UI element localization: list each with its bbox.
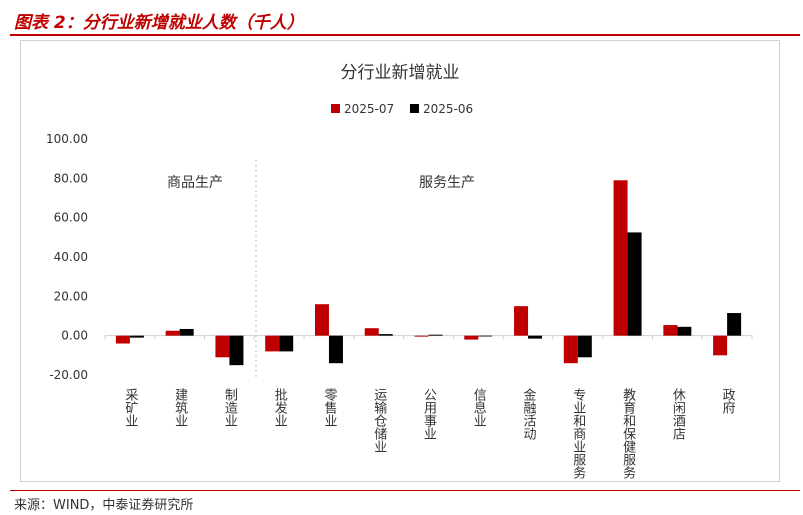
bar-2025-07-专业和商业服务 [563,335,578,364]
x-tick-label: 休闲酒店 [670,388,686,440]
bar-2025-07-信息业 [464,335,479,340]
title-rule [10,34,800,36]
bar-2025-07-运输仓储业 [364,328,379,336]
bar-2025-07-休闲酒店 [663,325,678,336]
bar-2025-07-批发业 [265,335,280,352]
bar-2025-07-教育和保健服务 [613,180,628,336]
bar-2025-06-建筑业 [179,328,194,336]
x-tick-label: 制造业 [222,388,238,427]
x-tick-label: 批发业 [272,388,288,427]
x-tick-label: 运输仓储业 [371,388,387,453]
source-rule [10,490,800,491]
bar-2025-06-休闲酒店 [677,326,692,336]
bar-2025-06-教育和保健服务 [627,232,642,336]
legend-label-2025-07: 2025-07 [344,102,394,116]
figure-title: 图表 2：分行业新增就业人数（千人） [14,13,304,33]
x-tick-label: 信息业 [471,388,487,427]
y-tick-label: 100.00 [46,132,88,146]
legend-label-2025-06: 2025-06 [423,102,473,116]
y-tick-label: -20.00 [49,368,88,382]
bar-2025-06-金融活动 [528,335,543,339]
x-tick-label: 金融活动 [521,387,537,441]
y-tick-label: 40.00 [54,250,88,264]
x-tick-label: 教育和保健服务 [620,387,636,479]
bar-2025-06-信息业 [478,335,493,337]
bar-2025-07-采矿业 [115,335,130,344]
bar-2025-07-建筑业 [165,330,180,336]
source-note: 来源：WIND，中泰证券研究所 [14,498,194,513]
bar-2025-06-运输仓储业 [378,334,393,336]
x-tick-label: 建筑业 [172,388,188,427]
x-tick-label: 专业和商业服务 [570,388,586,479]
y-tick-label: 80.00 [54,171,88,185]
chart-title: 分行业新增就业 [341,63,460,83]
x-tick-label: 采矿业 [122,388,138,427]
bar-2025-06-批发业 [279,335,294,352]
bar-2025-06-制造业 [229,335,244,366]
bar-2025-07-公用事业 [414,335,429,337]
x-tick-label: 零售业 [321,388,337,427]
x-tick-label: 政府 [720,388,736,415]
y-tick-label: 0.00 [61,329,88,343]
bar-2025-07-金融活动 [514,306,529,336]
bar-2025-06-零售业 [328,335,343,364]
legend-swatch-2025-07 [331,104,340,113]
bar-2025-06-采矿业 [129,335,144,338]
bar-2025-07-制造业 [215,335,230,358]
bar-2025-07-零售业 [314,304,329,336]
bar-2025-07-政府 [713,335,728,356]
bar-2025-06-专业和商业服务 [577,335,592,358]
chart-frame [20,40,780,482]
y-tick-label: 20.00 [54,289,88,303]
bar-2025-06-政府 [727,313,742,336]
legend-swatch-2025-06 [410,104,419,113]
group-label-goods: 商品生产 [167,175,223,191]
legend: 2025-07 2025-06 [331,102,473,116]
y-tick-label: 60.00 [54,211,88,225]
group-label-services: 服务生产 [419,175,475,191]
x-tick-label: 公用事业 [421,388,437,440]
bar-2025-06-公用事业 [428,334,443,336]
